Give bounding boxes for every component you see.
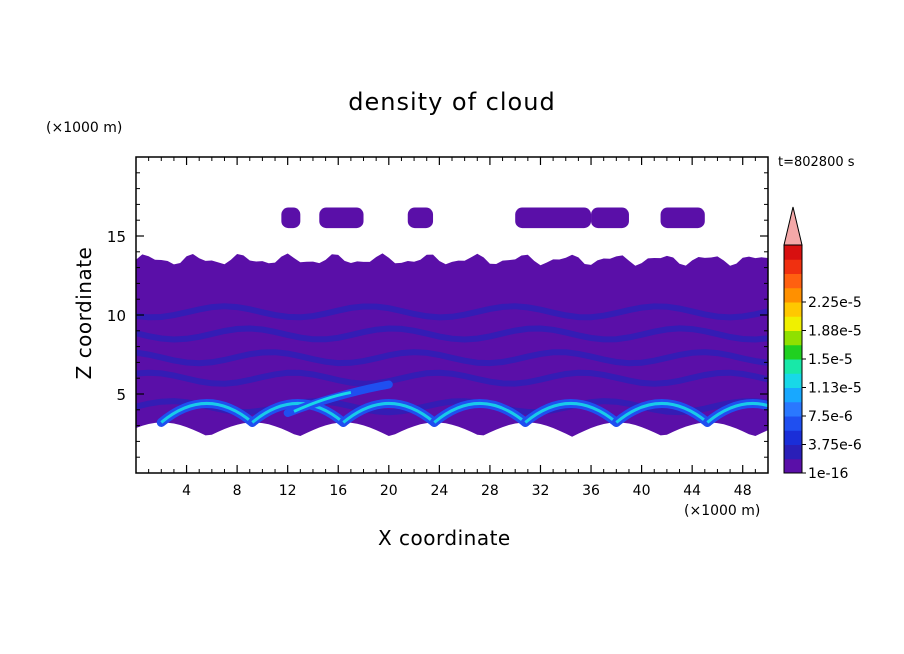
density-arc-core	[433, 402, 527, 424]
colorbar-swatch	[784, 430, 802, 445]
colorbar-swatch	[784, 444, 802, 460]
colorbar-swatch	[784, 344, 802, 360]
cloud-streak	[136, 303, 768, 321]
density-arc-core	[251, 402, 345, 424]
colorbar-label: 1.88e-5	[808, 324, 862, 340]
density-arc-core	[342, 402, 436, 424]
colorbar-swatch	[784, 316, 802, 331]
colorbar-swatch	[784, 458, 802, 474]
x-axis-label: X coordinate	[378, 526, 511, 550]
x-tick-label: 44	[683, 483, 701, 499]
x-tick-label: 12	[279, 483, 297, 499]
y-axis: 5 10 15	[107, 172, 768, 458]
density-arc-core	[706, 402, 768, 424]
x-axis: 4 8 12 16 20 24 28 32 36 40 44 48	[148, 157, 756, 499]
x-tick-label: 8	[233, 483, 242, 499]
x-tick-label: 16	[329, 483, 347, 499]
colorbar-swatch	[784, 373, 802, 388]
x-tick-label: 20	[380, 483, 398, 499]
cloud-streak	[136, 349, 768, 367]
y-axis-unit: (×1000 m)	[46, 120, 123, 136]
cloud-streak	[136, 325, 768, 343]
y-tick-label: 10	[107, 307, 126, 325]
rising-streak-core	[293, 390, 352, 413]
colorbar-swatch	[784, 330, 802, 346]
cloud-density-field	[136, 207, 768, 437]
colorbar-label: 1.13e-5	[808, 381, 862, 397]
x-tick-label: 48	[734, 483, 752, 499]
time-label: t=802800 s	[778, 155, 855, 170]
main-cloud-layer	[136, 253, 768, 437]
colorbar-swatch	[784, 287, 802, 303]
x-axis-unit: (×1000 m)	[684, 503, 761, 519]
x-tick-label: 24	[430, 483, 448, 499]
colorbar-swatch	[784, 359, 802, 374]
colorbar-swatch	[784, 401, 802, 417]
x-tick-label: 4	[182, 483, 191, 499]
density-arc-core	[615, 402, 709, 424]
density-arc-core	[524, 402, 618, 424]
y-tick-label: 15	[107, 228, 126, 246]
x-tick-label: 36	[582, 483, 600, 499]
upper-cloud-patch	[319, 207, 364, 229]
x-tick-label: 32	[532, 483, 550, 499]
upper-cloud-patch	[407, 207, 434, 229]
colorbar-swatch	[784, 273, 802, 289]
chart-title: density of cloud	[348, 88, 556, 116]
colorbar-label: 1.5e-5	[808, 352, 853, 368]
y-tick-label: 5	[116, 386, 126, 404]
colorbar-swatch	[784, 387, 802, 403]
upper-cloud-patch	[660, 207, 705, 229]
density-arc-core	[160, 402, 254, 424]
colorbar-label: 3.75e-6	[808, 438, 862, 454]
x-tick-label: 40	[633, 483, 651, 499]
colorbar-swatch	[784, 259, 802, 274]
colorbar-label: 2.25e-5	[808, 295, 862, 311]
x-tick-label: 28	[481, 483, 499, 499]
colorbar-label: 1e-16	[808, 466, 848, 482]
cloud-streak	[136, 369, 768, 387]
upper-cloud-patch	[281, 207, 301, 229]
colorbar-swatch	[784, 302, 802, 317]
colorbar-swatch	[784, 245, 802, 260]
colorbar-label: 7.5e-6	[808, 409, 853, 425]
colorbar-overflow-triangle	[783, 206, 803, 246]
colorbar-swatch	[784, 416, 802, 431]
upper-cloud-patch	[515, 207, 592, 229]
y-axis-label: Z coordinate	[72, 246, 96, 380]
upper-cloud-patch	[591, 207, 629, 229]
colorbar: 1e-16 3.75e-6 7.5e-6 1.13e-5 1.5e-5 1.88e-5 2.…	[783, 206, 862, 482]
